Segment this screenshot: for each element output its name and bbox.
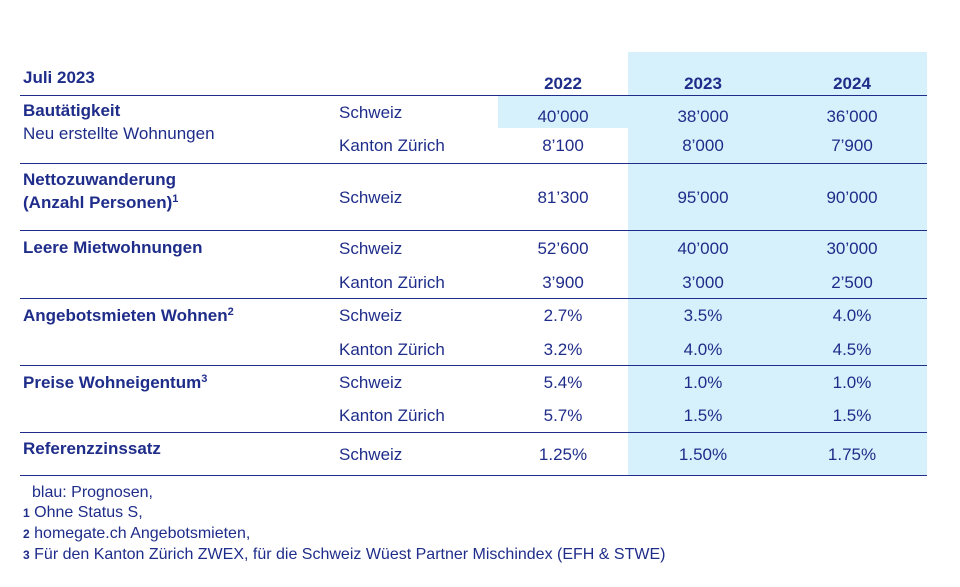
divider — [20, 95, 927, 96]
table-cell: 4.0% — [832, 306, 872, 325]
table-cell: 8’100 — [542, 136, 584, 155]
table-cell: 5.7% — [543, 406, 583, 425]
table-cell: 3’900 — [542, 273, 584, 292]
row-label-bautaetigkeit: Bautätigkeit — [23, 101, 121, 120]
year-header-2022: 2022 — [544, 74, 582, 93]
divider — [20, 298, 927, 299]
table-cell: 2’500 — [831, 273, 873, 292]
region-label: Schweiz — [339, 103, 403, 122]
region-label: Kanton Zürich — [339, 273, 445, 292]
table-cell: 36’000 — [826, 107, 878, 126]
forecast-legend: blau: Prognosen, — [32, 484, 153, 501]
row-label-preise-wohneigentum: Preise Wohneigentum3 — [23, 373, 208, 392]
forecast-shading-cell — [498, 96, 628, 128]
table-cell: 40’000 — [677, 239, 729, 258]
footnote-mark: 1 — [172, 193, 179, 205]
table-cell: 95’000 — [677, 188, 729, 207]
footnote-3: 3 Für den Kanton Zürich ZWEX, für die Sc… — [23, 546, 666, 563]
row-label-angebotsmieten: Angebotsmieten Wohnen2 — [23, 306, 234, 325]
table-cell: 40’000 — [537, 107, 589, 126]
table-cell: 2.7% — [543, 306, 583, 325]
region-label: Kanton Zürich — [339, 340, 445, 359]
table-cell: 1.50% — [678, 445, 728, 464]
row-label-leere-mietwohnungen: Leere Mietwohnungen — [23, 238, 203, 257]
table-cell: 1.0% — [683, 373, 723, 392]
forecast-shading — [628, 52, 927, 475]
table-cell: 81’300 — [537, 188, 589, 207]
region-label: Schweiz — [339, 373, 403, 392]
table-cell: 1.0% — [832, 373, 872, 392]
year-header-2024: 2024 — [833, 74, 871, 93]
row-label-nettozuwanderung-line2: (Anzahl Personen)1 — [23, 193, 179, 212]
region-label: Schweiz — [339, 239, 403, 258]
divider — [20, 365, 927, 366]
region-label: Schweiz — [339, 188, 403, 207]
footnote-2: 2 homegate.ch Angebotsmieten, — [23, 525, 251, 542]
divider — [20, 163, 927, 164]
region-label: Kanton Zürich — [339, 406, 445, 425]
divider — [20, 230, 927, 231]
table-cell: 30’000 — [826, 239, 878, 258]
table-cell: 5.4% — [543, 373, 583, 392]
table-cell: 4.0% — [683, 340, 723, 359]
footnote-mark: 2 — [227, 306, 234, 318]
table-cell: 3.2% — [543, 340, 583, 359]
table-cell: 8’000 — [682, 136, 724, 155]
table-cell: 7’900 — [831, 136, 873, 155]
table-cell: 4.5% — [832, 340, 872, 359]
table-cell: 3’000 — [682, 273, 724, 292]
region-label: Kanton Zürich — [339, 136, 445, 155]
divider — [20, 475, 927, 476]
table-cell: 3.5% — [683, 306, 723, 325]
table-cell: 1.5% — [832, 406, 872, 425]
table-cell: 38’000 — [677, 107, 729, 126]
table-cell: 1.75% — [827, 445, 877, 464]
footnote-1: 1 Ohne Status S, — [23, 504, 143, 521]
table-date-header: Juli 2023 — [23, 68, 95, 87]
table-cell: 90’000 — [826, 188, 878, 207]
divider — [20, 432, 927, 433]
region-label: Schweiz — [339, 306, 403, 325]
row-sublabel: Neu erstellte Wohnungen — [23, 124, 215, 143]
year-header-2023: 2023 — [684, 74, 722, 93]
footnote-mark: 3 — [201, 373, 208, 385]
row-label-referenzzinssatz: Referenzzinssatz — [23, 439, 161, 458]
row-label-nettozuwanderung: Nettozuwanderung — [23, 170, 176, 189]
table-cell: 52’600 — [537, 239, 589, 258]
table-cell: 1.5% — [683, 406, 723, 425]
table-cell: 1.25% — [538, 445, 588, 464]
region-label: Schweiz — [339, 445, 403, 464]
